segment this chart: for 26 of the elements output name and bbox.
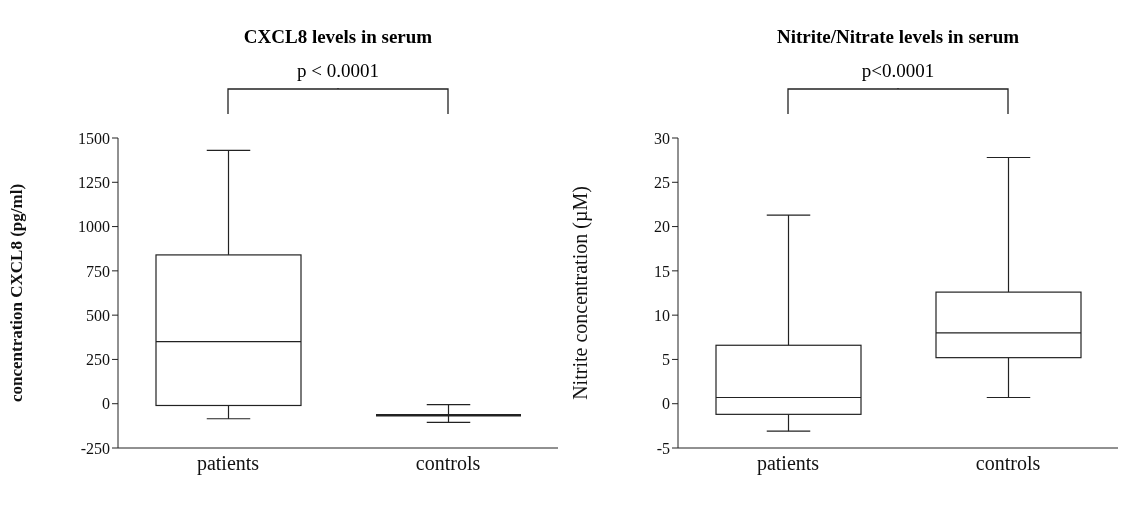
y-tick-label: 20 bbox=[654, 218, 670, 236]
y-tick-label: -5 bbox=[656, 439, 670, 457]
x-tick-label: controls bbox=[975, 452, 1041, 475]
chart-title: CXCL8 levels in serum bbox=[242, 26, 434, 48]
y-tick-label: 1500 bbox=[78, 129, 110, 147]
y-tick-label: 25 bbox=[654, 173, 670, 191]
y-axis-title: Nitrite concentration (µM) bbox=[569, 186, 593, 400]
x-tick-label: patients bbox=[756, 452, 820, 476]
text: p<0.0001 bbox=[860, 60, 936, 82]
y-tick-label: 10 bbox=[654, 306, 670, 324]
chart-title: Nitrite/Nitrate levels in serum bbox=[775, 26, 1021, 48]
y-tick-label: 750 bbox=[86, 262, 110, 280]
y-tick-label: 0 bbox=[662, 395, 670, 413]
y-tick-label: 5 bbox=[662, 351, 670, 369]
y-tick-label: 0 bbox=[102, 395, 110, 413]
y-tick-label: 30 bbox=[654, 129, 670, 147]
y-tick-label: 1000 bbox=[78, 218, 110, 236]
y-tick-label: 15 bbox=[654, 262, 670, 280]
y-axis-title: concentration CXCL8 (pg/ml) bbox=[7, 183, 27, 403]
y-tick-label: -250 bbox=[80, 439, 110, 457]
x-tick-label: controls bbox=[415, 452, 481, 475]
y-tick-label: 500 bbox=[86, 306, 110, 324]
x-tick-label: patients bbox=[196, 452, 260, 476]
y-tick-label: 1250 bbox=[78, 173, 110, 191]
y-tick-label: 250 bbox=[86, 351, 110, 369]
text: p < 0.0001 bbox=[296, 60, 380, 82]
